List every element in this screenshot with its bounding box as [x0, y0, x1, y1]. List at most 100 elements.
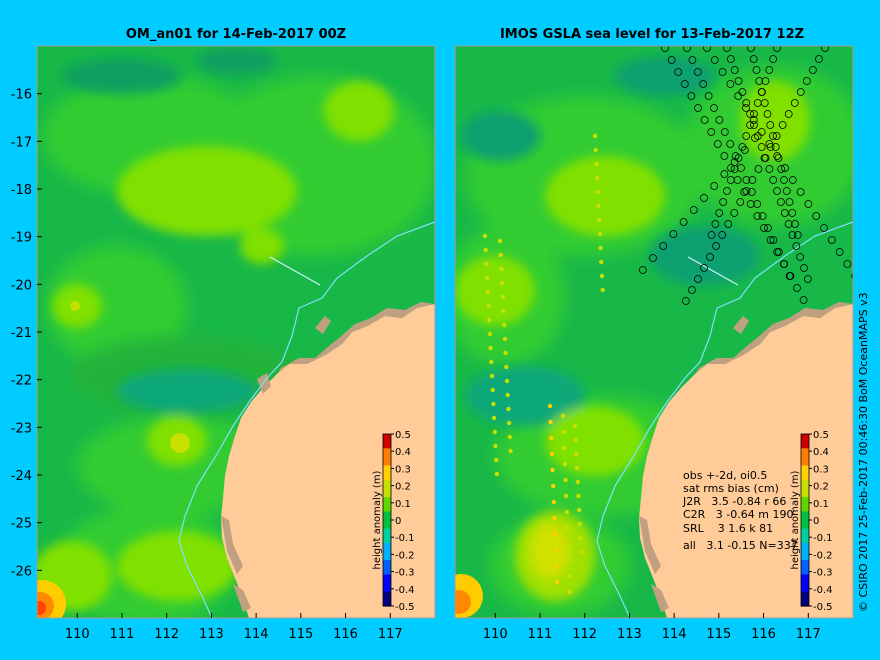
track-marker — [774, 248, 783, 256]
track-marker — [726, 80, 735, 88]
track-marker — [802, 77, 811, 85]
track-marker — [737, 164, 745, 172]
track-marker — [487, 317, 492, 323]
track-marker — [720, 152, 729, 160]
track-marker — [579, 549, 584, 555]
track-marker — [493, 443, 498, 449]
colorbar-segment — [383, 439, 391, 444]
track-marker — [687, 286, 696, 294]
track-marker — [760, 224, 768, 232]
colorbar-segment — [801, 563, 809, 567]
track-marker — [771, 143, 780, 151]
track-marker — [488, 345, 493, 351]
colorbar-segment — [801, 554, 809, 558]
colorbar-segment — [383, 525, 391, 530]
track-marker — [749, 110, 758, 118]
colorbar-segment — [801, 451, 809, 455]
track-marker — [726, 140, 735, 148]
track-marker — [599, 259, 604, 265]
track-marker — [742, 176, 751, 184]
left-panel: OM_an01 for 14-Feb-2017 00Z — [11, 27, 436, 642]
track-marker — [490, 387, 495, 393]
colorbar-segment — [801, 474, 809, 478]
colorbar-segment — [801, 548, 809, 553]
colorbar-segment — [383, 537, 391, 541]
track-marker — [748, 176, 757, 184]
track-marker — [815, 55, 823, 63]
colorbar-segment — [801, 502, 809, 507]
track-marker — [683, 46, 691, 52]
x-tick-label: 114 — [244, 627, 269, 642]
stats-row: C2R 3 -0.64 m 190 — [683, 508, 793, 521]
track-marker — [785, 198, 794, 206]
colorbar-segment — [383, 471, 391, 475]
track-marker — [707, 231, 716, 239]
colorbar-segment — [383, 454, 391, 458]
track-marker — [566, 557, 571, 563]
track-marker — [746, 110, 755, 118]
colorbar-segment — [383, 497, 391, 501]
track-marker — [742, 99, 751, 107]
track-marker — [504, 364, 509, 370]
y-tick-label: -19 — [11, 231, 32, 246]
colorbar-tick-label: -0.5 — [813, 602, 833, 613]
track-marker — [710, 56, 719, 64]
track-marker — [803, 275, 812, 283]
track-marker — [594, 161, 599, 167]
track-marker — [567, 573, 572, 579]
track-marker — [769, 55, 778, 63]
colorbar-tick-label: 0.1 — [813, 499, 829, 510]
track-marker — [554, 563, 559, 569]
colorbar-segment — [383, 554, 391, 558]
track-marker — [782, 187, 791, 195]
colorbar-segment — [801, 465, 809, 469]
track-marker — [746, 121, 754, 129]
x-tick-label: 111 — [528, 627, 553, 642]
track-marker — [572, 423, 578, 429]
track-marker — [723, 46, 731, 52]
track-marker — [788, 176, 797, 184]
colorbar-segment — [801, 434, 809, 438]
colorbar-segment — [801, 520, 809, 524]
track-marker — [753, 212, 762, 220]
track-marker — [482, 233, 488, 239]
track-marker — [563, 477, 568, 483]
colorbar-segment — [383, 568, 391, 573]
track-marker — [554, 579, 560, 585]
colorbar-segment — [383, 514, 391, 518]
colorbar-segment — [383, 565, 391, 570]
track-marker — [780, 176, 788, 184]
track-marker — [551, 483, 556, 489]
colorbar-segment — [383, 465, 391, 469]
track-marker — [773, 187, 781, 195]
colorbar-segment — [801, 445, 809, 449]
track-marker — [769, 176, 778, 184]
colorbar-segment — [801, 574, 809, 578]
track-marker — [593, 147, 598, 153]
track-marker — [742, 132, 751, 140]
track-marker — [746, 200, 755, 208]
colorbar-tick-label: 0.2 — [813, 482, 829, 493]
x-tick-label: 116 — [333, 627, 358, 642]
track-marker — [764, 224, 772, 232]
track-marker — [561, 429, 566, 435]
track-marker — [851, 272, 853, 280]
colorbar-segment — [383, 540, 391, 544]
x-tick-label: 110 — [65, 627, 90, 642]
track-marker — [796, 188, 805, 196]
colorbar-segment — [801, 454, 809, 458]
track-marker — [562, 461, 568, 467]
track-marker — [500, 294, 505, 300]
track-marker — [486, 303, 491, 309]
colorbar-segment — [801, 471, 809, 475]
track-marker — [710, 182, 719, 190]
track-marker — [501, 308, 506, 314]
track-marker — [578, 535, 583, 541]
colorbar-segment — [383, 468, 391, 472]
colorbar-segment — [801, 557, 809, 561]
track-marker — [706, 253, 714, 261]
track-marker — [734, 92, 743, 100]
colorbar-segment — [383, 585, 391, 590]
track-marker — [575, 479, 580, 485]
track-marker — [595, 189, 600, 195]
